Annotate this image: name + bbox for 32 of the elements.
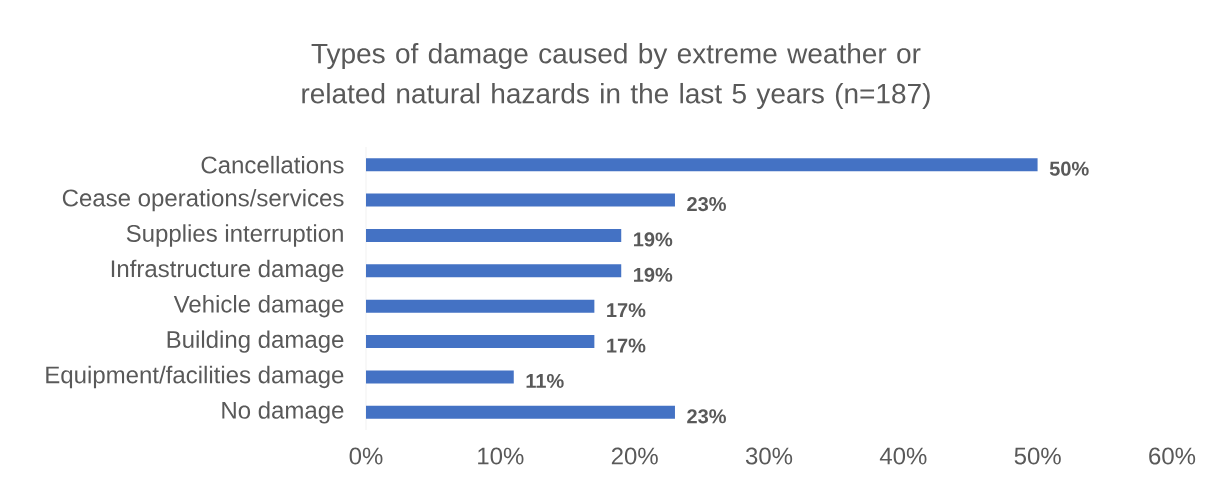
data-label: 17% xyxy=(607,303,646,318)
y-tick-label: Supplies interruption xyxy=(126,224,343,247)
data-label: 17% xyxy=(607,338,646,353)
bar xyxy=(366,299,595,313)
data-label: 23% xyxy=(687,196,726,212)
chart-title: Types of damage caused by extreme weather or related natural hazards in the last 5 years (n=187) xyxy=(302,42,930,110)
y-tick-label: Cancellations xyxy=(201,155,344,174)
x-tick-label: 50% xyxy=(1014,447,1061,465)
y-tick-label: No damage xyxy=(222,401,344,424)
x-tick-label: 0% xyxy=(349,447,383,465)
bar xyxy=(366,158,1038,172)
data-label: 19% xyxy=(634,267,673,282)
bar xyxy=(366,264,622,278)
x-tick-label: 30% xyxy=(745,447,793,465)
x-tick-label: 40% xyxy=(879,447,927,465)
y-tick-label: Building damage xyxy=(167,330,344,353)
y-tick-label: Cease operations/services xyxy=(62,188,344,212)
data-label: 11% xyxy=(526,373,564,388)
data-label: 19% xyxy=(634,232,673,247)
bar xyxy=(366,335,595,349)
data-label: 23% xyxy=(687,409,726,424)
bar xyxy=(366,370,514,384)
y-tick-label: Vehicle damage xyxy=(173,295,344,318)
x-tick-label: 60% xyxy=(1149,447,1196,465)
bar xyxy=(366,193,675,207)
y-tick-label: Infrastructure damage xyxy=(111,259,344,283)
x-tick-label: 20% xyxy=(611,447,658,465)
bar xyxy=(366,405,675,419)
x-tick-label: 10% xyxy=(478,447,524,465)
y-tick-label: Equipment/facilities damage xyxy=(46,365,344,389)
data-label: 50% xyxy=(1049,161,1089,176)
bar xyxy=(366,228,622,242)
